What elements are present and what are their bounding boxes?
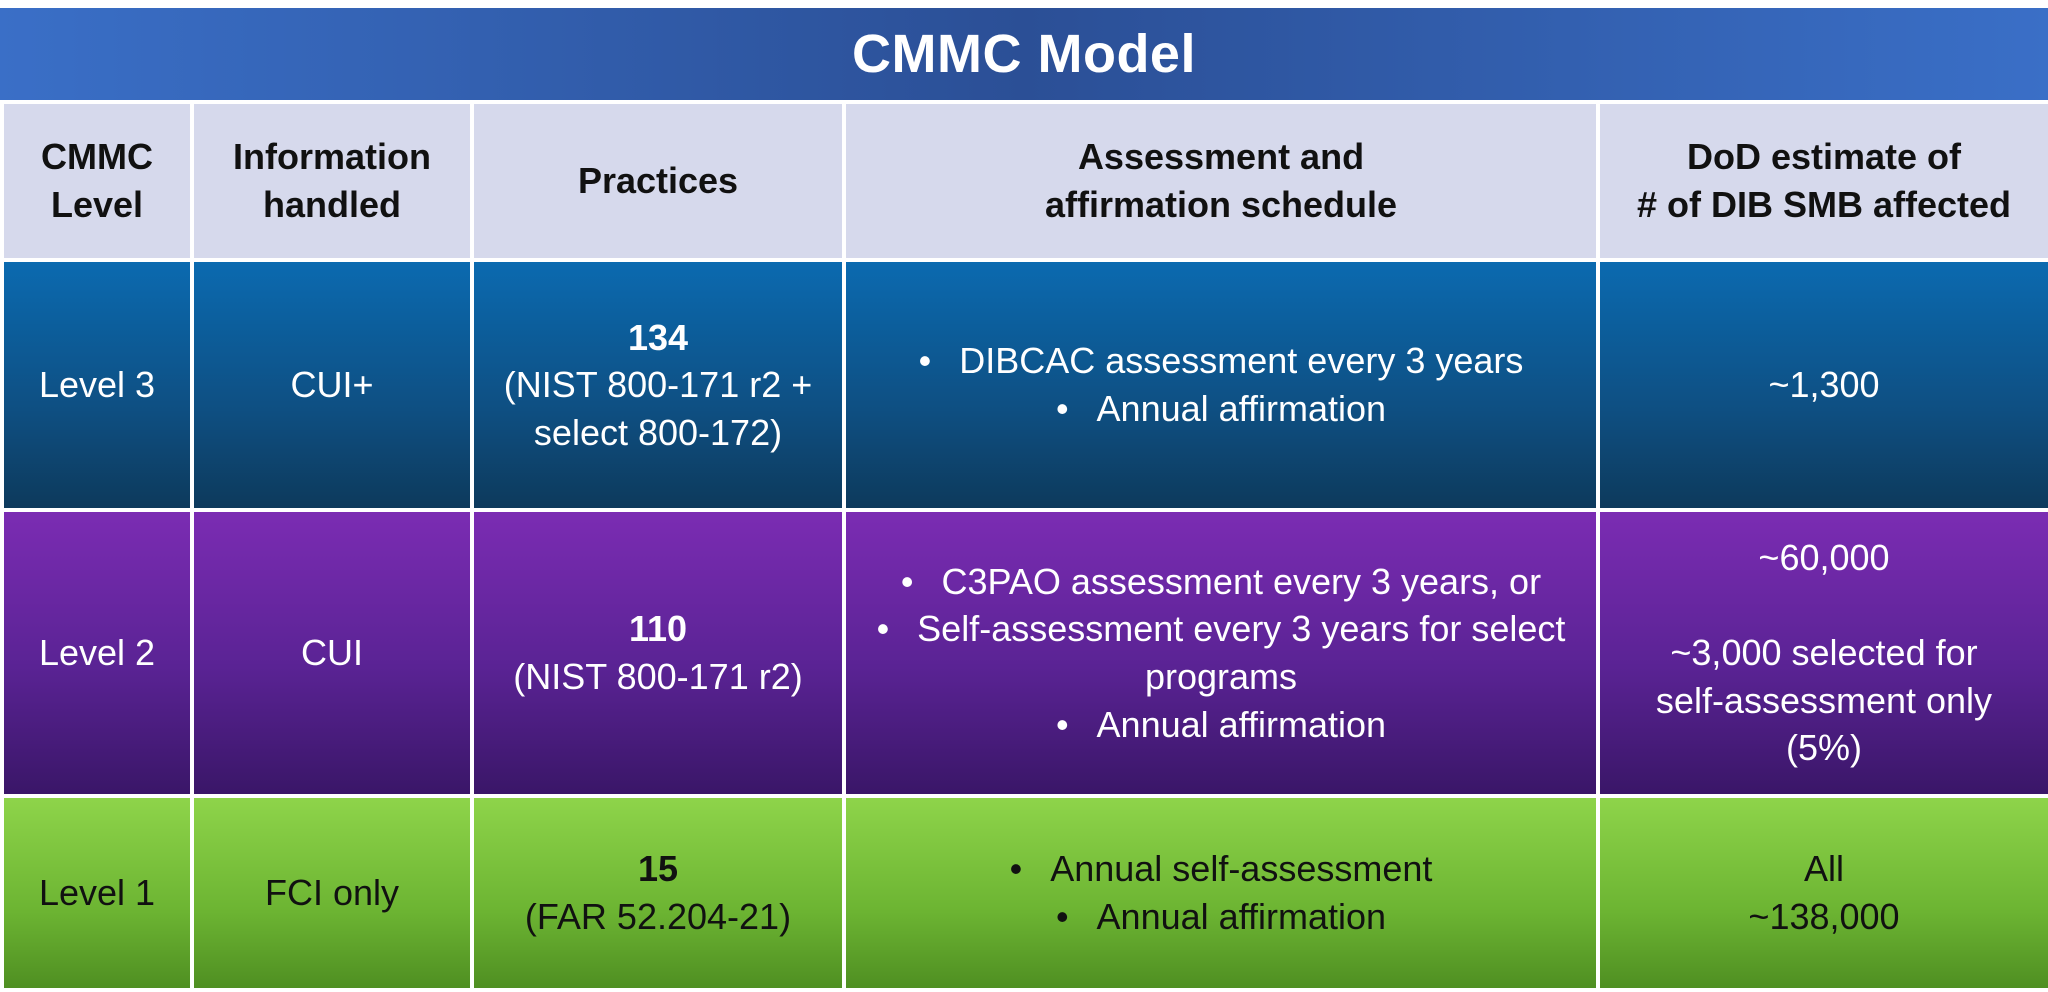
list-item: C3PAO assessment every 3 years, or	[852, 558, 1590, 606]
header-line: CMMC	[41, 136, 153, 178]
header-row: CMMC Level Information handled Practices…	[0, 100, 2048, 262]
list-item: DIBCAC assessment every 3 years	[852, 337, 1590, 385]
estimate-cell: All ~138,000	[1596, 794, 2048, 992]
header-line: Assessment and	[1077, 136, 1365, 178]
schedule-cell: DIBCAC assessment every 3 years Annual a…	[842, 258, 1600, 512]
list-item: Annual affirmation	[852, 385, 1590, 433]
header-information-handled: Information handled	[190, 100, 474, 262]
practices-source: select 800-172)	[533, 411, 783, 453]
estimate-note: (5%)	[1785, 727, 1862, 769]
header-practices: Practices	[470, 100, 846, 262]
page-title: CMMC Model	[0, 8, 2048, 100]
level-cell: Level 3	[0, 258, 194, 512]
list-item: Self-assessment every 3 years for select…	[852, 605, 1590, 700]
practices-count: 134	[627, 316, 689, 358]
list-item: Annual self-assessment	[852, 845, 1590, 893]
level-cell: Level 1	[0, 794, 194, 992]
table-row-level-3: Level 3 CUI+ 134 (NIST 800-171 r2 + sele…	[0, 258, 2048, 512]
estimate-value: All	[1803, 848, 1844, 890]
list-item: Annual affirmation	[852, 701, 1590, 749]
practices-cell: 110 (NIST 800-171 r2)	[470, 508, 846, 798]
header-line: affirmation schedule	[1044, 184, 1398, 225]
header-line: # of DIB SMB affected	[1636, 184, 2012, 225]
header-line: Level	[50, 184, 144, 225]
info-cell: CUI	[190, 508, 474, 798]
estimate-cell: ~1,300	[1596, 258, 2048, 512]
estimate-note: ~3,000 selected for	[1670, 631, 1978, 673]
table-row-level-2: Level 2 CUI 110 (NIST 800-171 r2) C3PAO …	[0, 508, 2048, 798]
info-cell: FCI only	[190, 794, 474, 992]
list-item: Annual affirmation	[852, 893, 1590, 941]
header-assessment-schedule: Assessment and affirmation schedule	[842, 100, 1600, 262]
estimate-note: self-assessment only	[1655, 679, 1993, 721]
table-row-level-1: Level 1 FCI only 15 (FAR 52.204-21) Annu…	[0, 794, 2048, 992]
practices-source: (FAR 52.204-21)	[524, 896, 792, 937]
estimate-value: ~60,000	[1758, 537, 1890, 579]
practices-cell: 134 (NIST 800-171 r2 + select 800-172)	[470, 258, 846, 512]
practices-source: (NIST 800-171 r2)	[513, 656, 803, 697]
practices-count: 110	[628, 608, 688, 650]
header-line: Information	[233, 136, 431, 178]
estimate-value: ~1,300	[1768, 364, 1880, 406]
practices-cell: 15 (FAR 52.204-21)	[470, 794, 846, 992]
estimate-value: ~138,000	[1748, 896, 1900, 937]
header-line: Practices	[577, 160, 739, 202]
header-line: handled	[262, 184, 401, 225]
practices-source: (NIST 800-171 r2 +	[503, 364, 813, 406]
header-line: DoD estimate of	[1686, 136, 1962, 178]
spacer	[1606, 582, 2042, 629]
schedule-cell: C3PAO assessment every 3 years, or Self-…	[842, 508, 1600, 798]
estimate-cell: ~60,000 ~3,000 selected for self-assessm…	[1596, 508, 2048, 798]
header-cmmc-level: CMMC Level	[0, 100, 194, 262]
practices-count: 15	[637, 848, 679, 890]
schedule-list: DIBCAC assessment every 3 years Annual a…	[852, 337, 1590, 432]
cmmc-table: CMMC Level Information handled Practices…	[0, 100, 2048, 992]
schedule-cell: Annual self-assessment Annual affirmatio…	[842, 794, 1600, 992]
schedule-list: Annual self-assessment Annual affirmatio…	[852, 845, 1590, 940]
level-cell: Level 2	[0, 508, 194, 798]
header-dod-estimate: DoD estimate of # of DIB SMB affected	[1596, 100, 2048, 262]
schedule-list: C3PAO assessment every 3 years, or Self-…	[852, 558, 1590, 748]
info-cell: CUI+	[190, 258, 474, 512]
